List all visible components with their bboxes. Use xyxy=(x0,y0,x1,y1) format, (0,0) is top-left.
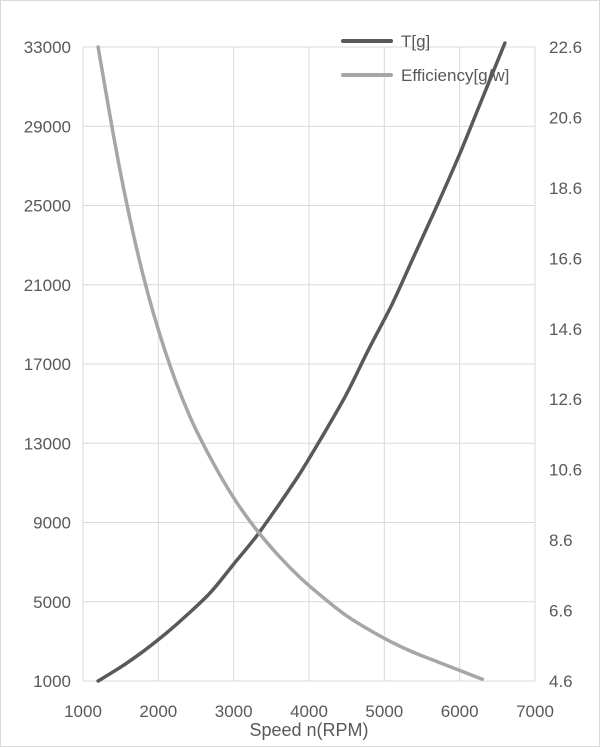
y-tick-label: 17000 xyxy=(24,355,71,374)
left-axis-tick-labels: 1000 5000 9000 13000 17000 21000 25000 29000 330… xyxy=(24,38,71,691)
legend: T[g] Efficiency[g/w] xyxy=(341,32,509,85)
x-tick-label: 6000 xyxy=(441,702,479,721)
y-tick-label: 5000 xyxy=(33,593,71,612)
x-tick-label: 2000 xyxy=(139,702,177,721)
y-tick-label: 21000 xyxy=(24,276,71,295)
legend-label: T[g] xyxy=(401,32,430,51)
y2-tick-label: 6.6 xyxy=(549,602,573,621)
y2-tick-label: 8.6 xyxy=(549,531,573,550)
y2-tick-label: 20.6 xyxy=(549,108,582,127)
efficiency-series-line xyxy=(96,45,485,681)
y-tick-label: 9000 xyxy=(33,514,71,533)
y2-tick-label: 14.6 xyxy=(549,320,582,339)
x-tick-label: 7000 xyxy=(516,702,554,721)
y2-tick-label: 10.6 xyxy=(549,461,582,480)
y2-tick-label: 16.6 xyxy=(549,249,582,268)
y-tick-label: 25000 xyxy=(24,197,71,216)
y-tick-label: 33000 xyxy=(24,38,71,57)
series-lines xyxy=(96,41,507,683)
thrust-series-line xyxy=(96,41,507,683)
y-tick-label: 1000 xyxy=(33,672,71,691)
legend-label: Efficiency[g/w] xyxy=(401,66,509,85)
y2-tick-label: 12.6 xyxy=(549,390,582,409)
y-tick-label: 13000 xyxy=(24,434,71,453)
x-axis-tick-labels: 1000 2000 3000 4000 5000 6000 7000 xyxy=(64,702,554,721)
y2-tick-label: 4.6 xyxy=(549,672,573,691)
x-axis-title: Speed n(RPM) xyxy=(249,720,368,740)
y2-tick-label: 18.6 xyxy=(549,179,582,198)
x-tick-label: 5000 xyxy=(365,702,403,721)
right-axis-tick-labels: 4.6 6.6 8.6 10.6 12.6 14.6 16.6 18.6 20.6 22.6 xyxy=(549,38,582,691)
x-tick-label: 4000 xyxy=(290,702,328,721)
x-tick-label: 1000 xyxy=(64,702,102,721)
y-tick-label: 29000 xyxy=(24,117,71,136)
y2-tick-label: 22.6 xyxy=(549,38,582,57)
x-tick-label: 3000 xyxy=(215,702,253,721)
